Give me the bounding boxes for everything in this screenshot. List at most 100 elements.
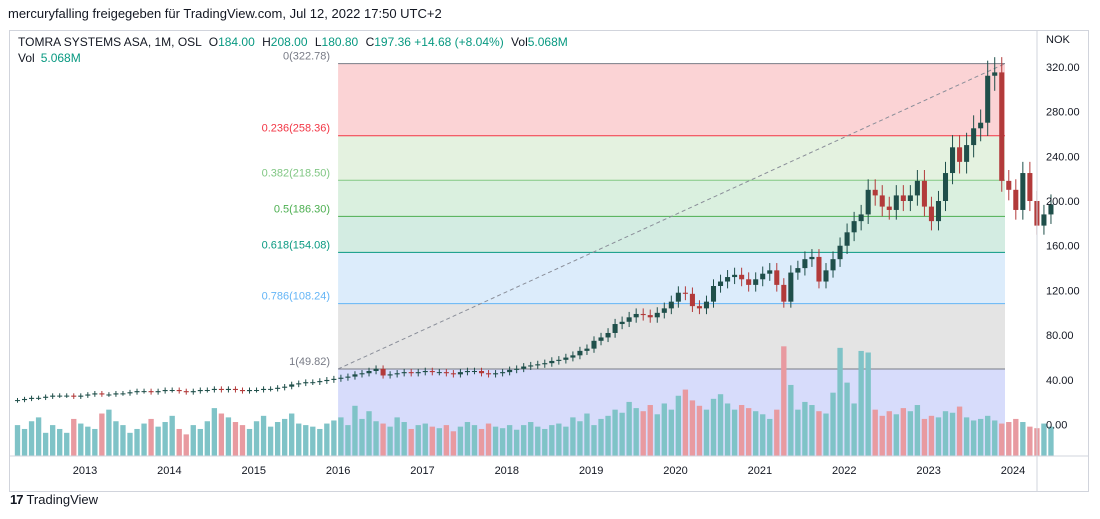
volume-bar: [556, 423, 562, 456]
price-scale-currency: NOK: [1046, 34, 1071, 46]
volume-bar: [296, 423, 302, 456]
candle-body: [781, 284, 787, 302]
volume-bar: [85, 426, 91, 456]
candle-body: [675, 292, 681, 302]
volume-bar: [359, 418, 365, 456]
volume-bar: [661, 403, 667, 456]
volume-bar: [788, 384, 794, 456]
candle-body: [486, 373, 492, 375]
candle-body: [106, 394, 112, 396]
volume-bar: [914, 405, 921, 456]
candle-body: [964, 145, 970, 162]
candle-body: [261, 388, 267, 391]
volume-bar: [682, 389, 689, 456]
candle-body: [760, 273, 766, 280]
candle-body: [408, 372, 414, 374]
candle-body: [1041, 214, 1047, 226]
volume-bar: [64, 432, 70, 456]
candle-body: [64, 395, 70, 397]
candle-body: [359, 373, 365, 375]
volume-bar: [113, 421, 119, 456]
candle-body: [816, 256, 822, 282]
volume-bar: [633, 408, 639, 456]
candle-body: [268, 388, 274, 390]
volume-bar: [289, 413, 295, 456]
volume-bar: [506, 425, 513, 456]
candle-body: [886, 206, 892, 210]
legend-change: +14.68 (+8.04%): [414, 35, 504, 49]
candle-body: [795, 268, 801, 273]
volume-bar: [942, 411, 949, 456]
candle-body: [879, 195, 885, 207]
candle-body: [858, 214, 864, 222]
volume-bar: [408, 428, 414, 456]
fib-level-label-2: 0.382(218.50): [262, 167, 331, 179]
volume-bar: [703, 409, 710, 456]
candle-body: [457, 372, 463, 375]
attribution-header: mercuryfalling freigegeben für TradingVi…: [8, 6, 442, 21]
candle-body: [992, 72, 998, 76]
volume-bar: [232, 422, 239, 456]
candle-body: [710, 286, 717, 302]
tradingview-logo-icon: 17: [10, 492, 24, 507]
candle-body: [85, 394, 91, 396]
volume-bar: [366, 411, 372, 456]
volume-bar: [900, 408, 906, 456]
candle-body: [99, 393, 105, 395]
legend-close-label: C: [365, 35, 375, 49]
candle-body: [682, 292, 688, 294]
candle-body: [211, 388, 217, 391]
candle-body: [246, 390, 253, 392]
legend-symbol[interactable]: TOMRA SYSTEMS ASA, 1M, OSL: [18, 35, 202, 49]
candle-body: [310, 382, 316, 384]
volume-bar: [450, 431, 457, 456]
volume-bar: [577, 421, 583, 456]
volume-bar: [211, 408, 218, 456]
candle-body: [788, 272, 794, 302]
volume-bar: [14, 425, 21, 456]
y-tick-label: 200.00: [1046, 196, 1080, 208]
chart-frame[interactable]: [9, 30, 1089, 492]
x-tick-label: 2013: [73, 465, 97, 477]
fib-zone-3: [338, 216, 1005, 253]
candle-body: [148, 391, 154, 393]
volume-bar: [542, 428, 548, 456]
candle-body: [50, 395, 56, 397]
candle-body: [1020, 173, 1026, 210]
volume-bar: [422, 423, 428, 456]
x-tick-label: 2023: [916, 465, 940, 477]
tradingview-logo[interactable]: 17 TradingView: [10, 492, 98, 507]
volume-bar: [42, 432, 49, 456]
volume-bar: [499, 428, 506, 456]
candle-body: [29, 397, 35, 399]
volume-bar: [78, 423, 84, 456]
volume-bar: [415, 425, 421, 456]
candle-body: [422, 371, 428, 373]
volume-bar: [352, 405, 358, 456]
tradingview-logo-text: TradingView: [26, 492, 99, 507]
candle-body: [1006, 180, 1012, 190]
x-tick-label: 2017: [410, 465, 434, 477]
legend-open-label: O: [208, 35, 219, 49]
candle-body: [957, 147, 963, 162]
candle-body: [647, 315, 653, 318]
volume-bar: [521, 425, 527, 456]
legend-volume-indicator-label[interactable]: Vol: [18, 51, 35, 65]
candle-body: [254, 390, 260, 392]
candle-body: [598, 337, 604, 341]
volume-bar: [535, 426, 541, 456]
legend-open-value: 184.00: [218, 35, 255, 49]
candle-body: [324, 379, 330, 382]
volume-bar: [148, 418, 154, 456]
x-tick-label: 2018: [495, 465, 519, 477]
candle-body: [141, 391, 147, 393]
legend-low-value: 180.80: [321, 35, 359, 49]
fib-zone-0: [338, 63, 1005, 136]
volume-bar: [956, 406, 963, 456]
volume-bar: [738, 405, 745, 456]
volume-bar: [619, 412, 625, 456]
legend-close-value: 197.36: [374, 35, 411, 49]
volume-bar: [28, 421, 35, 456]
fib-zone-5: [338, 303, 1005, 369]
